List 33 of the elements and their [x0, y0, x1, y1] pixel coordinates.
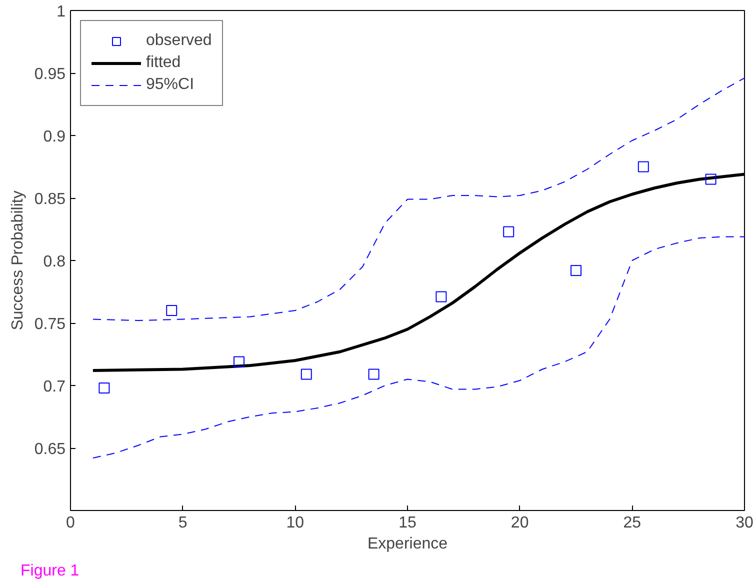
caption: Figure 1 [20, 562, 80, 580]
x-axis-title: Experience [367, 536, 448, 552]
y-tick-label: 0.65 [34, 441, 66, 458]
y-tick-label: 0.9 [43, 128, 66, 146]
y-tick-label: 0.8 [43, 254, 66, 270]
line-series [92, 236, 744, 458]
point [638, 161, 649, 172]
x-tick-label: 30 [736, 514, 754, 532]
y-tick-label: 1 [56, 4, 66, 20]
point [368, 368, 380, 380]
y-axis-title: Success Probability [9, 190, 26, 330]
point [436, 291, 447, 302]
y-tick-label: 0.95 [34, 66, 66, 83]
point [166, 305, 178, 316]
point [705, 174, 716, 185]
point [503, 226, 514, 238]
x-tick-label: 20 [510, 514, 529, 532]
legend-label: 95%CI [146, 76, 194, 94]
point [300, 368, 312, 380]
x-tick-label: 0 [66, 514, 76, 532]
y-tick-label: 0.85 [34, 191, 66, 208]
legend-label: fitted [146, 54, 181, 72]
point [98, 382, 110, 394]
point [570, 265, 582, 276]
legend-label: observed [146, 32, 212, 50]
y-tick-label: 0.7 [43, 378, 66, 396]
x-tick-label: 15 [398, 514, 416, 532]
line-series [92, 78, 744, 321]
x-tick-label: 10 [286, 514, 304, 532]
y-tick-label: 0.75 [34, 316, 66, 333]
x-tick-label: 25 [623, 514, 642, 532]
point [234, 356, 244, 368]
x-tick-label: 5 [178, 514, 188, 532]
